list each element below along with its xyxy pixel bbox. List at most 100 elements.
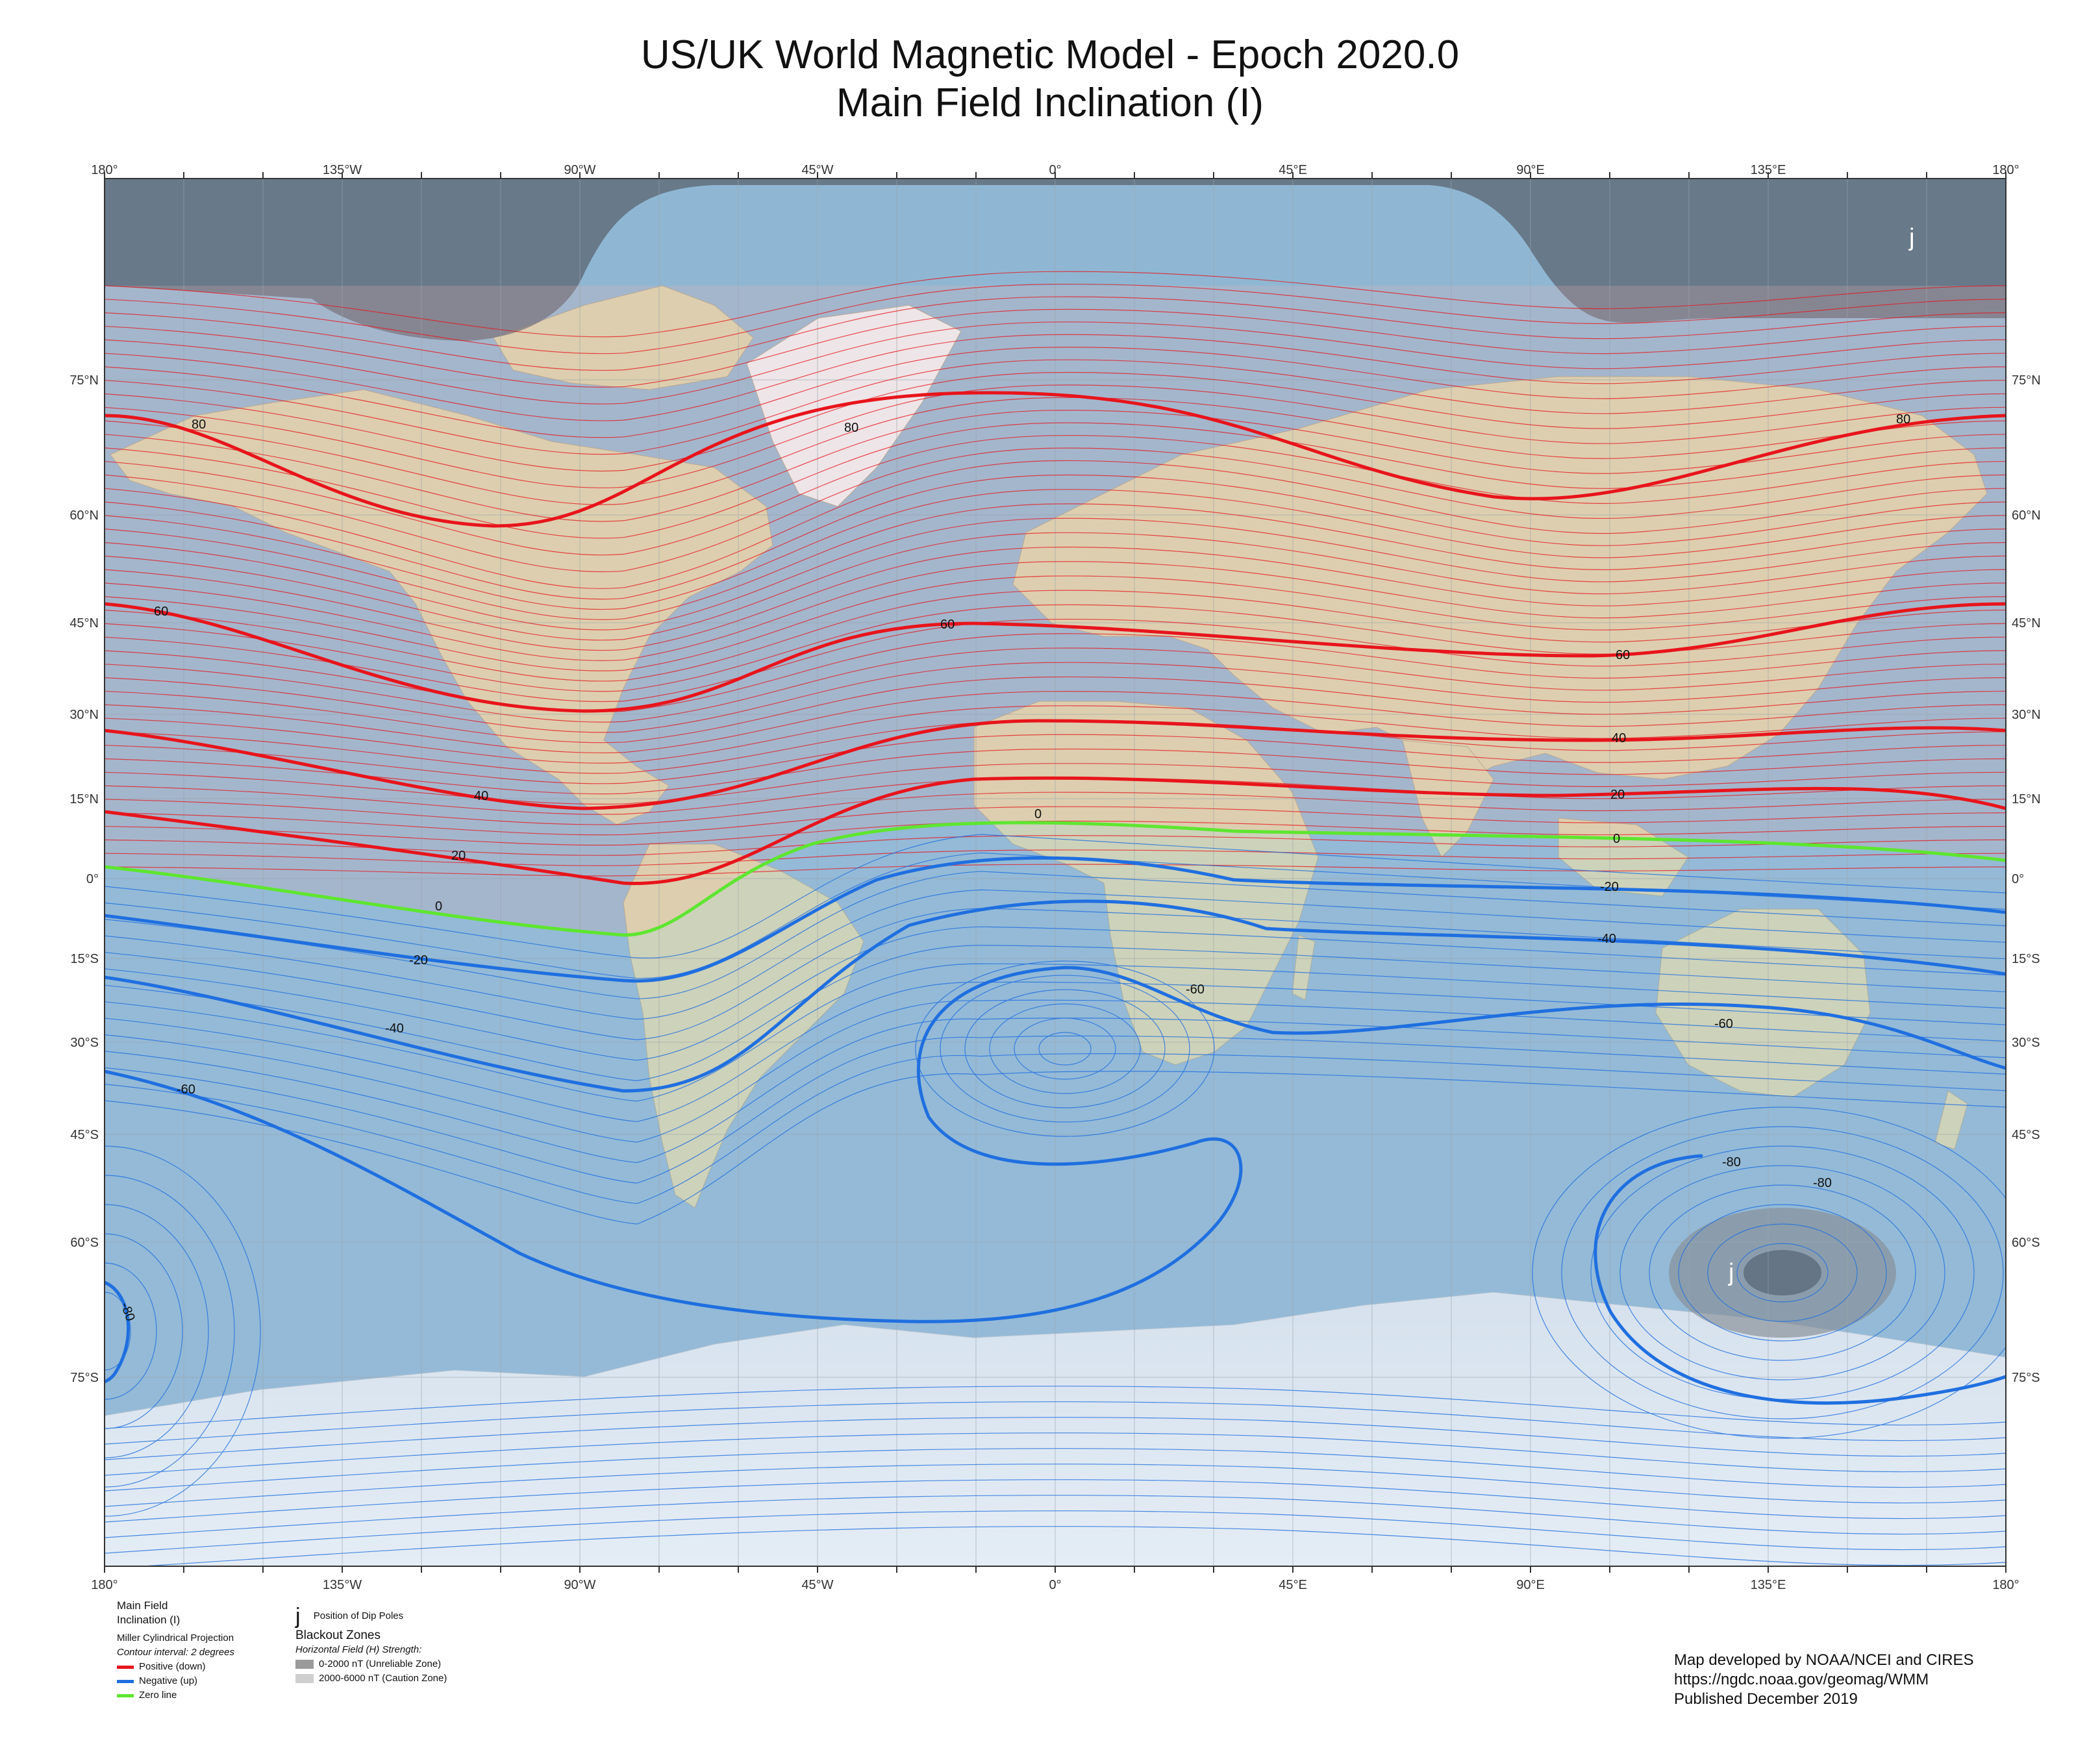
lon-bot-7: 135°E bbox=[1751, 1578, 1786, 1592]
thin-negative-contour bbox=[105, 1053, 2006, 1205]
label-neg80-a: -80 bbox=[1722, 1155, 1741, 1169]
thin-negative-contour bbox=[105, 1479, 2006, 1523]
label-neg60-c: -60 bbox=[1714, 1017, 1733, 1031]
label-60-b: 60 bbox=[940, 618, 955, 632]
lon-bot-5: 45°E bbox=[1279, 1578, 1307, 1592]
thin-positive-contour bbox=[105, 532, 2006, 641]
thin-negative-oval bbox=[1619, 1165, 1945, 1381]
thin-positive-contour bbox=[105, 460, 2006, 589]
lon-bot-2: 90°W bbox=[564, 1578, 595, 1592]
thin-positive-contour bbox=[105, 271, 2006, 338]
label-80-a: 80 bbox=[192, 418, 206, 432]
thin-negative-contour bbox=[105, 1071, 2006, 1225]
thin-negative-oval bbox=[1590, 1145, 1975, 1400]
legend-dip-pole: j Position of Dip Poles bbox=[295, 1605, 529, 1627]
lat-left-10: 75°S bbox=[70, 1371, 99, 1385]
madagascar bbox=[1292, 934, 1316, 1001]
greenland bbox=[746, 305, 962, 507]
thin-negative-contour bbox=[105, 945, 2006, 1081]
label-20-b: 20 bbox=[1610, 788, 1625, 802]
blackout-subtitle: Horizontal Field (H) Strength: bbox=[295, 1644, 422, 1656]
thin-negative-oval bbox=[915, 960, 1215, 1137]
credits: Map developed by NOAA/NCEI and CIRES htt… bbox=[1674, 1651, 1974, 1709]
zero-swatch bbox=[117, 1694, 134, 1697]
contour-neg40 bbox=[105, 899, 2006, 1093]
thin-negative-contour bbox=[105, 834, 2006, 958]
thin-positive-contour bbox=[105, 434, 2006, 556]
thin-positive-contour bbox=[105, 384, 2006, 488]
north-dip-pole-icon: j bbox=[1908, 224, 1914, 251]
latitude-labels-right: 75°N 60°N 45°N 30°N 15°N 0° 15°S 30°S 45… bbox=[2012, 373, 2041, 1385]
thin-negative-oval bbox=[105, 1292, 131, 1371]
thin-negative-contour bbox=[105, 1432, 2006, 1476]
legend-negative-label: Negative (up) bbox=[139, 1675, 198, 1686]
thin-positive-contour bbox=[105, 662, 2006, 733]
credits-line1: Map developed by NOAA/NCEI and CIRES bbox=[1674, 1651, 1974, 1669]
thin-positive-contour bbox=[105, 792, 2006, 825]
lat-right-3: 30°N bbox=[2012, 708, 2041, 722]
thin-negative-oval bbox=[1678, 1204, 1887, 1342]
thin-positive-contour bbox=[105, 371, 2006, 472]
map-title: US/UK World Magnetic Model - Epoch 2020.… bbox=[640, 32, 1460, 77]
thin-negative-contour bbox=[105, 963, 2006, 1102]
thin-positive-contour bbox=[105, 864, 2006, 877]
lat-left-5: 0° bbox=[86, 872, 99, 886]
thin-negative-oval bbox=[105, 1175, 235, 1488]
thin-negative-contour bbox=[105, 1510, 2006, 1554]
legend-negative: Negative (up) bbox=[117, 1674, 286, 1688]
lon-bot-0: 180° bbox=[91, 1578, 118, 1592]
contour-neg20 bbox=[105, 856, 2006, 983]
thin-positive-contour bbox=[105, 734, 2006, 784]
lat-right-5: 0° bbox=[2012, 872, 2024, 886]
latitude-labels-left: 75°N 60°N 45°N 30°N 15°N 0° 15°S 30°S 45… bbox=[69, 373, 99, 1385]
thin-positive-contour bbox=[105, 647, 2006, 723]
lat-left-9: 60°S bbox=[70, 1236, 99, 1250]
zone1-label: 0-2000 nT (Unreliable Zone) bbox=[319, 1658, 442, 1670]
thin-negative-contour bbox=[105, 871, 2006, 999]
thin-positive-contour bbox=[105, 518, 2006, 631]
lon-top-7: 135°E bbox=[1751, 163, 1786, 177]
label-20-a: 20 bbox=[451, 849, 466, 863]
lon-top-6: 90°E bbox=[1516, 163, 1545, 177]
label-neg40-b: -40 bbox=[1597, 932, 1616, 946]
south-unreliable-zone bbox=[1744, 1250, 1821, 1295]
thin-positive-contour bbox=[105, 489, 2006, 610]
thin-positive-contour bbox=[105, 283, 2006, 355]
thin-negative-oval bbox=[1038, 1032, 1092, 1066]
longitude-labels-top: 180° 135°W 90°W 45°W 0° 45°E 90°E 135°E … bbox=[91, 163, 2019, 177]
thin-negative-contour bbox=[105, 926, 2006, 1061]
thin-positive-contour bbox=[105, 806, 2006, 836]
lon-bot-6: 90°E bbox=[1516, 1578, 1545, 1592]
lat-left-0: 75°N bbox=[69, 373, 99, 388]
south-dip-pole-icon: j bbox=[1728, 1259, 1734, 1286]
thin-positive-contour bbox=[105, 334, 2006, 421]
thin-negative-contours bbox=[105, 834, 2006, 1566]
contour-60 bbox=[105, 602, 2006, 713]
zone2-label: 2000-6000 nT (Caution Zone) bbox=[319, 1673, 447, 1684]
arctic-islands bbox=[493, 285, 754, 390]
legend: Main Field Inclination (I) Miller Cylind… bbox=[117, 1599, 286, 1703]
thin-positive-contour bbox=[105, 561, 2006, 661]
map-subtitle: Main Field Inclination (I) bbox=[836, 81, 1264, 125]
thin-negative-oval bbox=[1736, 1243, 1829, 1303]
contour-80 bbox=[105, 391, 2006, 528]
contour-neg80-east bbox=[1594, 1154, 2006, 1405]
label-60-a: 60 bbox=[154, 605, 168, 619]
label-40-a: 40 bbox=[474, 789, 488, 803]
legend-zone1: 0-2000 nT (Unreliable Zone) bbox=[295, 1657, 529, 1671]
lat-right-7: 30°S bbox=[2012, 1036, 2040, 1050]
lon-top-5: 45°E bbox=[1279, 163, 1307, 177]
lon-bot-8: 180° bbox=[1992, 1578, 2019, 1592]
thin-negative-oval bbox=[940, 975, 1190, 1123]
label-60-c: 60 bbox=[1616, 648, 1630, 662]
lon-bot-1: 135°W bbox=[323, 1578, 362, 1592]
contour-20 bbox=[105, 776, 2006, 885]
credits-line2: https://ngdc.noaa.gov/geomag/WMM bbox=[1674, 1671, 1929, 1688]
contour-neg80-west bbox=[105, 1281, 130, 1384]
thin-negative-contour bbox=[105, 908, 2006, 1040]
legend-projection: Miller Cylindrical Projection bbox=[117, 1632, 234, 1644]
lat-right-0: 75°N bbox=[2012, 373, 2041, 388]
lat-right-8: 45°S bbox=[2012, 1128, 2040, 1142]
lat-right-1: 60°N bbox=[2012, 508, 2041, 523]
